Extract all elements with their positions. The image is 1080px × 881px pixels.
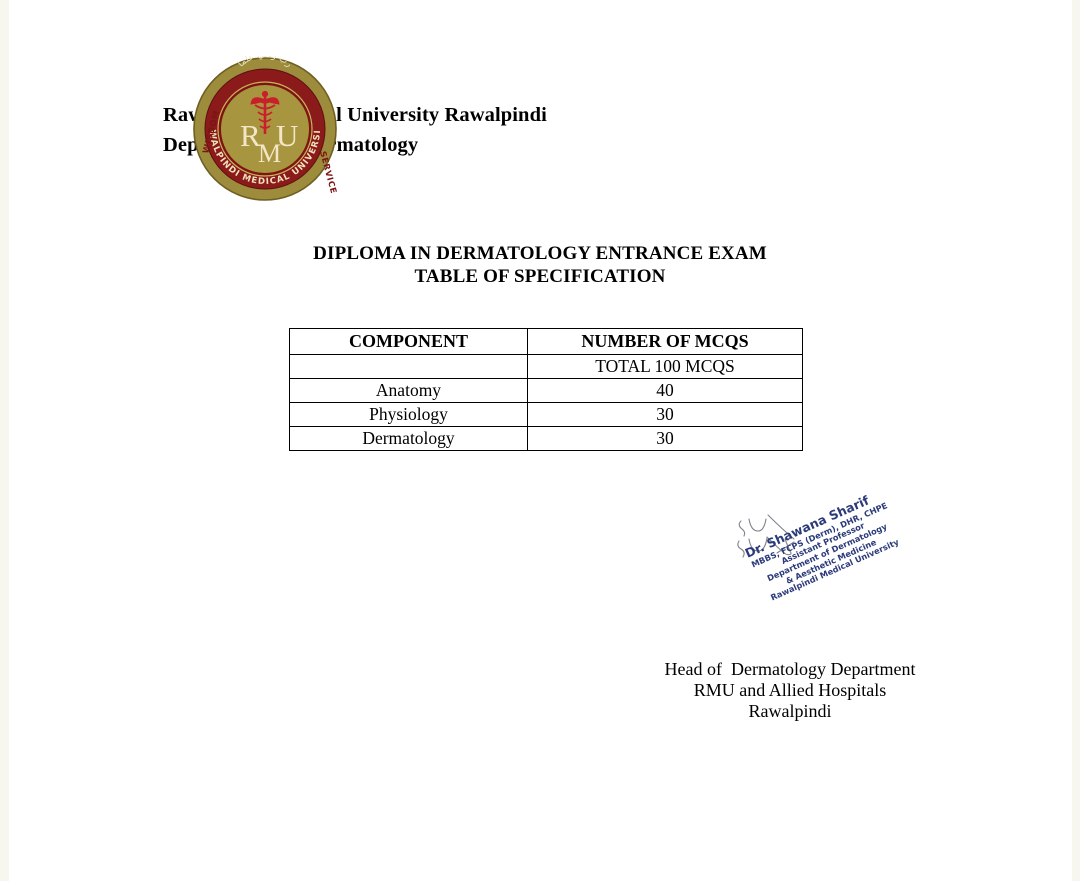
title-line-tos: TABLE OF SPECIFICATION [414, 266, 666, 287]
table-row: Physiology 30 [289, 402, 803, 427]
table-cell-number: 40 [527, 378, 803, 403]
footer-line-hospitals: RMU and Allied Hospitals [693, 680, 887, 700]
table-cell-component: Anatomy [289, 378, 528, 403]
page-left-margin-strip [0, 0, 9, 881]
table-cell-component [289, 354, 528, 379]
page-right-margin-strip [1072, 0, 1080, 881]
footer-line-city: Rawalpindi [748, 701, 832, 721]
table-cell-number: TOTAL 100 MCQS [527, 354, 803, 379]
table-row: Anatomy 40 [289, 378, 803, 403]
table-header-row: COMPONENT NUMBER OF MCQS [289, 328, 803, 355]
document-title: DIPLOMA IN DERMATOLOGY ENTRANCE EXAM TAB… [0, 242, 1080, 288]
table-cell-number: 30 [527, 402, 803, 427]
document-footer: Head of Dermatology Department RMU and A… [600, 659, 980, 722]
table-header-number: NUMBER OF MCQS [527, 328, 803, 355]
table-header-component: COMPONENT [289, 328, 528, 355]
table-row: TOTAL 100 MCQS [289, 354, 803, 379]
table-cell-component: Physiology [289, 402, 528, 427]
signature-area: Dr. Shawana Sharif MBBS, FCPS (Derm), DH… [725, 493, 901, 650]
table-cell-number: 30 [527, 426, 803, 451]
svg-text:M: M [258, 139, 281, 168]
table-cell-component: Dermatology [289, 426, 528, 451]
svg-text:U: U [276, 118, 298, 153]
handwritten-signature-icon [737, 514, 795, 558]
rmu-seal-logo-icon: TRUTH RAWALPINDI MEDICAL UNIVERSITY WISD… [192, 56, 338, 202]
svg-text:R: R [240, 118, 261, 153]
title-line-exam: DIPLOMA IN DERMATOLOGY ENTRANCE EXAM [313, 243, 767, 264]
table-row: Dermatology 30 [289, 426, 803, 451]
specification-table: COMPONENT NUMBER OF MCQS TOTAL 100 MCQS … [289, 328, 803, 451]
footer-line-head: Head of Dermatology Department [664, 659, 916, 679]
